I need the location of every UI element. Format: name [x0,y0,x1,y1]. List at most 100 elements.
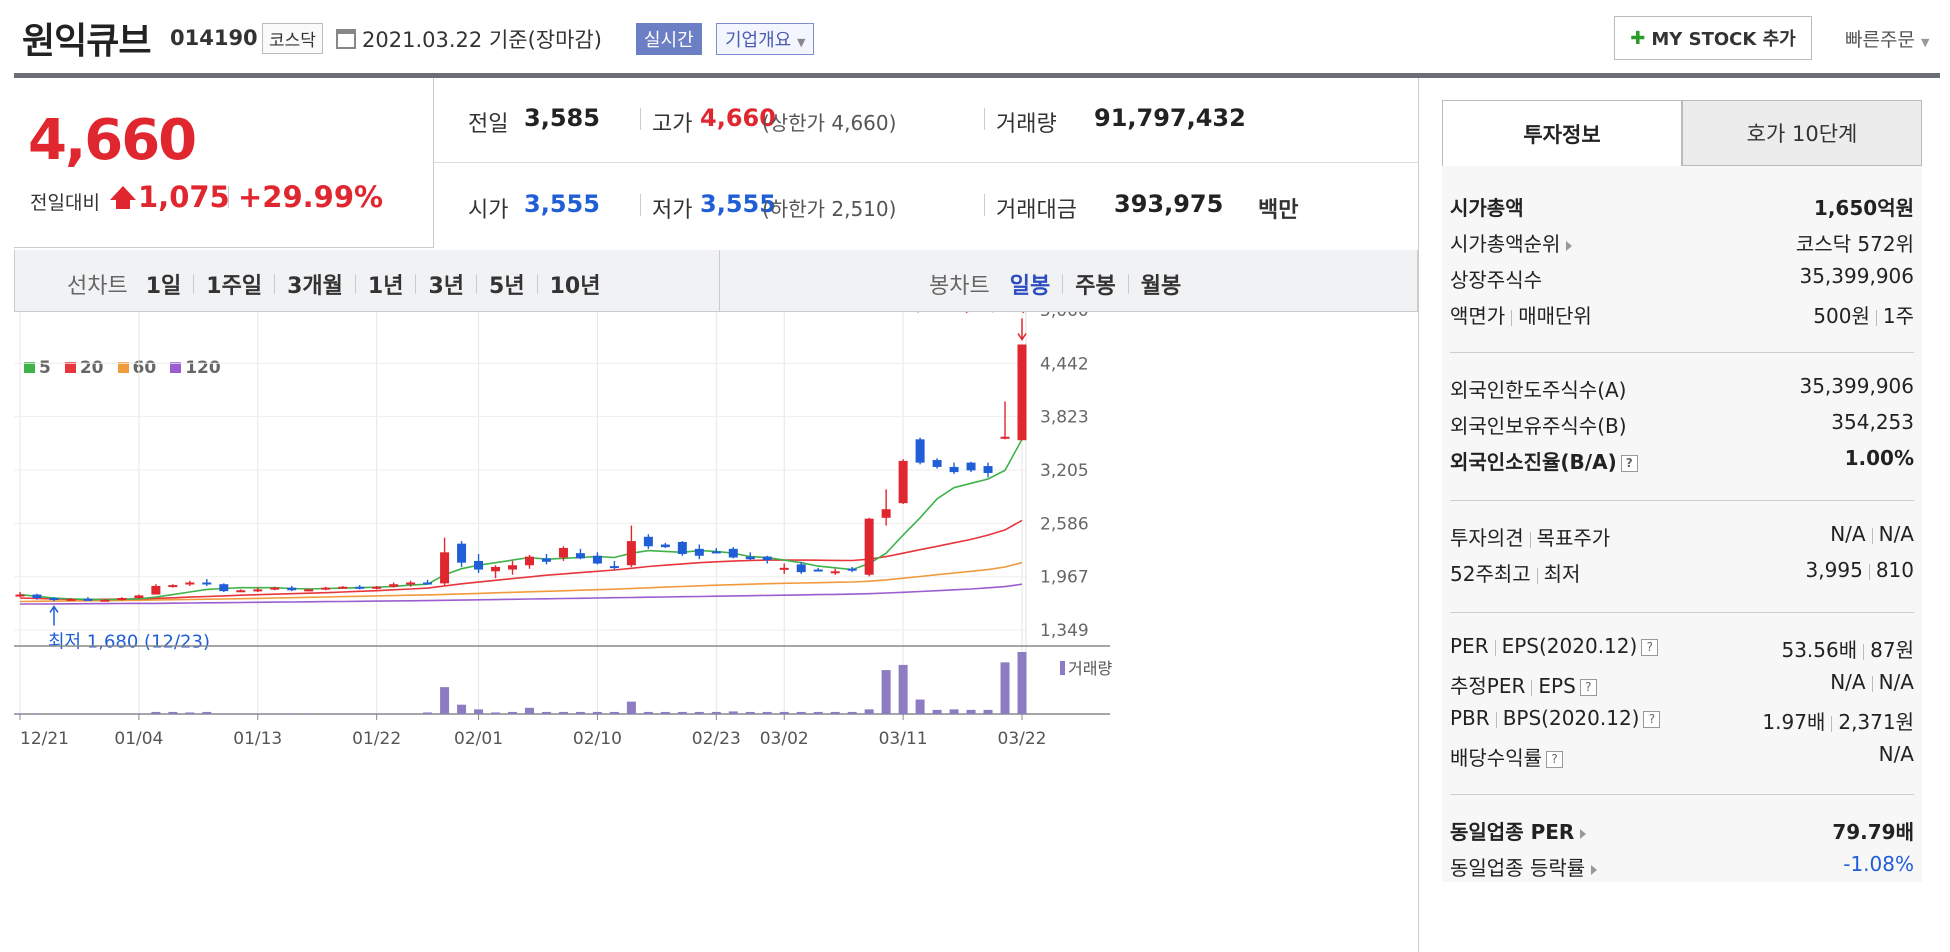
invest-row: 투자의견 목표주가 N/A N/A [1442,518,1922,554]
volume-bar [83,713,93,714]
realtime-button[interactable]: 실시간 [636,23,702,55]
period-line-0[interactable]: 1일 [145,274,182,299]
volume-bar [219,713,229,714]
candle-body [49,598,59,601]
quick-order-dropdown[interactable]: 빠른주문 ▼ [1845,29,1930,51]
candle-body [151,585,161,595]
invest-row: PER EPS(2020.12)? 53.56배 87원 [1442,630,1922,666]
invest-value: N/A N/A [1830,670,1914,694]
candle-body [389,584,399,587]
amount-value: 393,975 [1114,190,1224,218]
chart-svg: 5,060 4,442 3,823 3,205 2,586 1,967 1,349 최고 4,… [14,312,1112,749]
divider [274,274,276,294]
add-mystock-button[interactable]: ✚ MY STOCK 추가 [1614,16,1812,60]
y-tick-label: 4,442 [1040,354,1089,374]
divider [354,274,356,294]
period-line-3[interactable]: 1년 [367,274,404,299]
amount-unit: 백만 [1258,198,1299,223]
period-line-4[interactable]: 3년 [428,274,465,299]
invest-key[interactable]: 동일업종 등락률 [1450,852,1598,881]
tab-invest-info[interactable]: 투자정보 [1442,100,1682,166]
period-line-6[interactable]: 10년 [549,274,601,299]
divider [640,108,641,130]
x-tick-label: 12/21 [20,729,69,749]
invest-value: 354,253 [1831,410,1914,434]
tab-hoga[interactable]: 호가 10단계 [1682,100,1922,166]
candle-body [440,552,450,584]
volume-bar [1017,652,1027,714]
invest-key: 시가총액 [1450,196,1524,220]
period-line-5[interactable]: 5년 [489,274,525,299]
volume-bar [457,704,467,714]
invest-row: 액면가 매매단위 500원 1주 [1442,296,1922,332]
invest-key[interactable]: 시가총액순위 [1450,228,1573,257]
legend-ma-5: 5 [24,358,51,378]
volume-bar [694,711,704,714]
period-line-2[interactable]: 3개월 [287,274,343,299]
invest-value: 1.00% [1844,446,1914,470]
volume-value: 91,797,432 [1094,104,1246,132]
low-label: 저가 [652,198,693,223]
company-info-dropdown[interactable]: 기업개요 ▼ [716,23,815,55]
candle-body [100,599,110,602]
candle-body [966,462,976,471]
period-candle-2[interactable]: 월봉 [1140,274,1182,299]
invest-info-panel: 시가총액 1,650억원 시가총액순위 코스닥 572위 상장주식수 35,399,906… [1442,166,1922,882]
candle-body [813,569,823,572]
candle-body [202,582,212,585]
volume-bar [270,713,280,714]
volume-bar [15,713,25,714]
help-icon[interactable]: ? [1546,751,1563,768]
divider [1062,274,1064,294]
volume-bar [134,713,144,714]
invest-key: 추정PER EPS? [1450,670,1597,699]
open-value: 3,555 [524,190,600,218]
candle-body [592,555,602,564]
invest-row: 상장주식수 35,399,906 [1442,260,1922,296]
volume-bar [440,687,450,714]
candle-body [508,565,518,570]
divider [719,250,720,312]
x-tick-label: 03/22 [998,729,1047,749]
period-candle-1[interactable]: 주봉 [1075,274,1116,299]
help-icon[interactable]: ? [1579,679,1597,696]
volume-bar [168,711,178,714]
period-line-1[interactable]: 1주일 [206,274,263,299]
x-tick-label: 01/13 [233,729,282,749]
divider [1450,500,1914,501]
invest-key: PBR BPS(2020.12)? [1450,706,1661,730]
period-candle-0[interactable]: 일봉 [1009,274,1051,299]
candle-body [847,568,857,571]
volume-bar [406,713,416,714]
up-arrow-icon [110,186,136,200]
volume-bar [474,709,484,714]
volume-bar [389,713,399,714]
chevron-right-icon [1591,864,1598,875]
volume-legend-swatch [1060,661,1065,675]
candle-body [881,509,891,518]
invest-value: 3,995 810 [1805,558,1914,582]
candle-body [694,548,704,556]
invest-value: 코스닥 572위 [1795,232,1914,256]
line-chart-periods: 선차트 1일 1주일 3개월 1년 3년 5년 10년 [67,268,600,300]
candle-body [677,541,687,555]
market-badge: 코스닥 [262,23,323,54]
candle-chart-label: 봉차트 [929,274,990,299]
volume-bar [626,701,636,714]
volume-bar [847,711,857,714]
invest-key[interactable]: 동일업종 PER [1450,816,1587,845]
invest-value: N/A [1878,742,1914,766]
invest-row: 시가총액순위 코스닥 572위 [1442,224,1922,260]
divider [1450,794,1914,795]
help-icon[interactable]: ? [1620,455,1638,472]
help-icon[interactable]: ? [1641,639,1659,656]
help-icon[interactable]: ? [1643,711,1661,728]
divider [984,194,985,216]
open-label: 시가 [468,198,509,223]
invest-key: 상장주식수 [1450,268,1542,292]
candle-body [762,556,772,561]
price-change: 1,075 [138,180,230,214]
x-tick-label: 02/10 [573,729,622,749]
y-tick-label: 3,205 [1040,461,1089,481]
